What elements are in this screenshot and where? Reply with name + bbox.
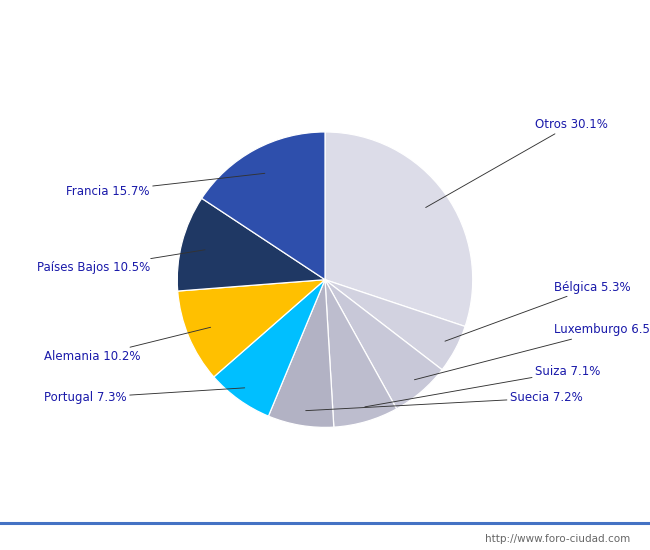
Text: Países Bajos 10.5%: Países Bajos 10.5%	[37, 250, 205, 274]
Wedge shape	[177, 279, 325, 377]
Wedge shape	[325, 279, 465, 370]
Text: Otros 30.1%: Otros 30.1%	[426, 118, 608, 207]
Text: http://www.foro-ciudad.com: http://www.foro-ciudad.com	[486, 535, 630, 544]
Wedge shape	[202, 132, 325, 279]
Text: Portugal 7.3%: Portugal 7.3%	[44, 388, 244, 404]
Wedge shape	[325, 279, 396, 427]
Wedge shape	[325, 132, 473, 327]
Wedge shape	[214, 279, 325, 416]
Wedge shape	[325, 279, 442, 409]
Text: Bélgica 5.3%: Bélgica 5.3%	[445, 280, 630, 341]
Text: Suiza 7.1%: Suiza 7.1%	[365, 365, 600, 407]
Text: Luxemburgo 6.5%: Luxemburgo 6.5%	[415, 323, 650, 379]
Wedge shape	[268, 279, 334, 427]
Text: Francia 15.7%: Francia 15.7%	[66, 173, 265, 197]
Text: Narón - Turistas extranjeros según país - Octubre de 2024: Narón - Turistas extranjeros según país …	[72, 10, 578, 29]
Text: Suecia 7.2%: Suecia 7.2%	[306, 392, 582, 411]
Text: Alemania 10.2%: Alemania 10.2%	[44, 327, 211, 363]
Wedge shape	[177, 199, 325, 291]
